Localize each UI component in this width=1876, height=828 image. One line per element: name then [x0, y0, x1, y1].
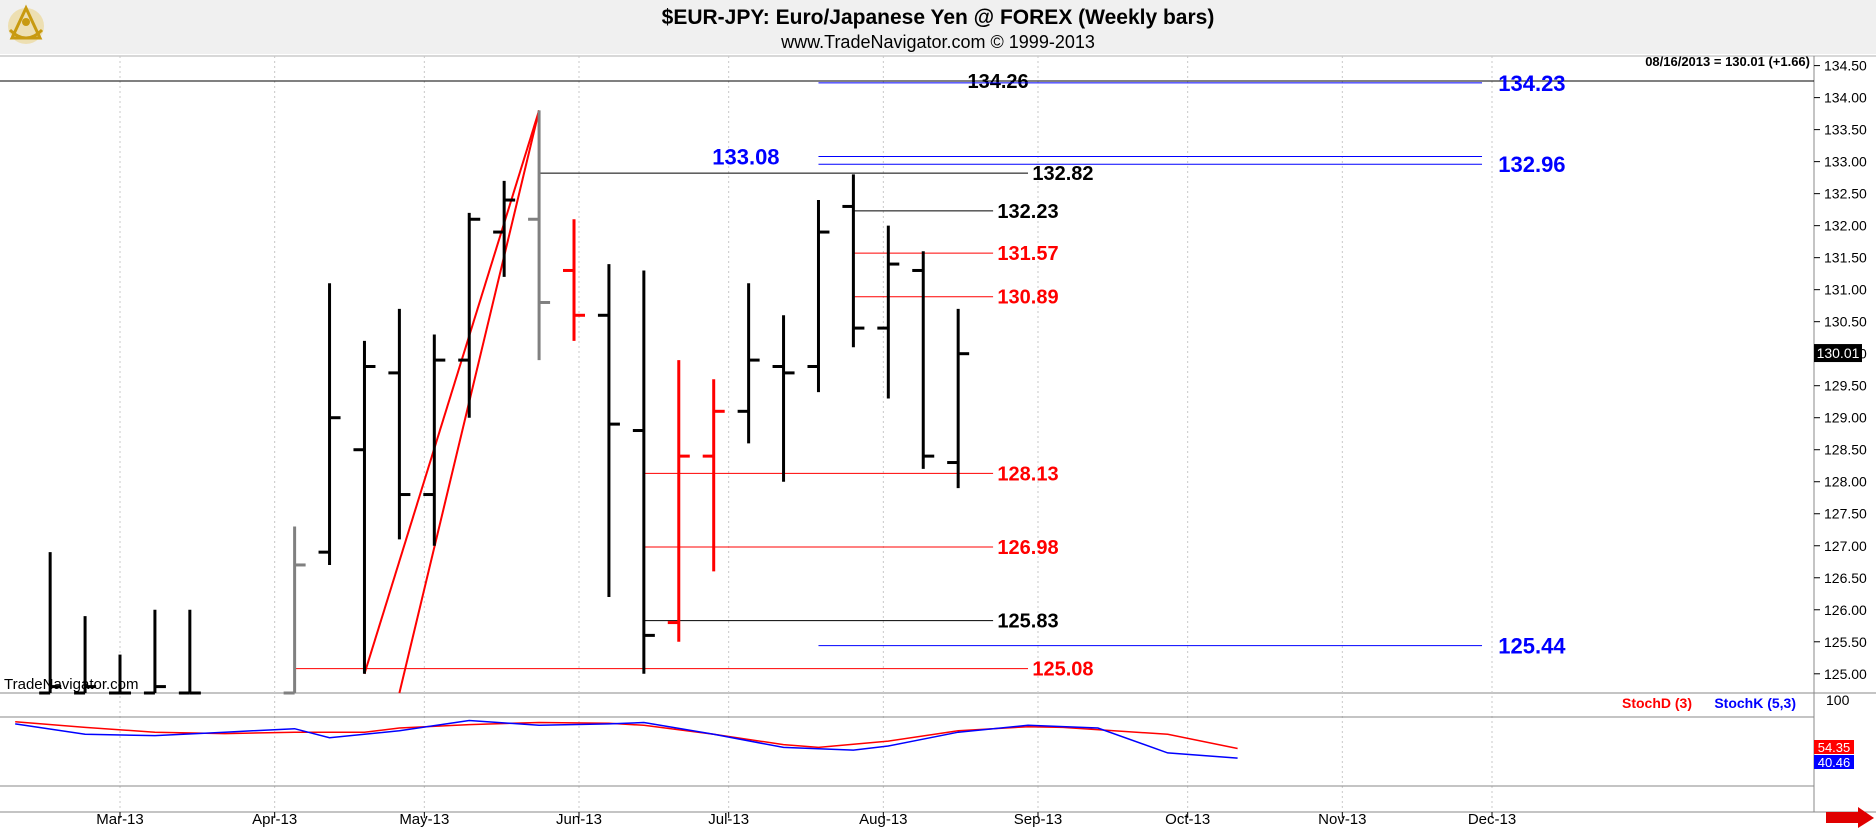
- y-tick-label: 129.00: [1824, 410, 1867, 426]
- y-tick-label: 129.50: [1824, 378, 1867, 394]
- x-tick-label: May-13: [399, 811, 449, 828]
- y-tick-label: 130.50: [1824, 314, 1867, 330]
- trendlines: [363, 110, 541, 694]
- current-price-box: [1814, 344, 1862, 363]
- y-tick-label: 134.50: [1824, 58, 1867, 74]
- ohlc-bar-2013-03-08: [143, 609, 166, 695]
- x-tick-label: Sep-13: [1014, 811, 1062, 828]
- ohlc-bar-2013-03-01: [109, 654, 131, 695]
- y-tick-label: 126.50: [1824, 570, 1867, 586]
- ohlc-bar-2013-07-12: [772, 315, 795, 482]
- trendline: [363, 110, 541, 675]
- ohlc-bar-2013-07-05: [737, 283, 760, 444]
- ohlc-bar-2013-05-03: [423, 334, 446, 546]
- ohlc-bar-2013-05-24: [528, 110, 551, 361]
- x-tick-label: Dec-13: [1468, 811, 1516, 828]
- y-tick-label: 125.50: [1824, 634, 1867, 650]
- sextant-logo-icon: [8, 4, 44, 44]
- ohlc-bar-2013-02-15: [39, 552, 62, 695]
- header-band: [0, 0, 1876, 54]
- y-tick-label: 125.00: [1824, 666, 1867, 682]
- ohlc-bar-2013-08-09: [912, 251, 935, 469]
- x-tick-label: Jun-13: [556, 811, 602, 828]
- stoch-line-red: [15, 721, 1238, 750]
- y-tick-label: 128.50: [1824, 442, 1867, 458]
- level-label-128.13: 128.13: [997, 463, 1058, 485]
- y-tick-label: 132.00: [1824, 218, 1867, 234]
- level-label-132.82: 132.82: [1032, 163, 1093, 185]
- ohlc-bar-2013-04-26: [388, 308, 411, 540]
- level-label-131.57: 131.57: [997, 243, 1058, 265]
- ohlc-bar-2013-07-26: [842, 174, 865, 348]
- y-tick-label: 133.50: [1824, 122, 1867, 138]
- ohlc-bar-2013-07-19: [807, 200, 830, 393]
- stoch-value-label: 54.35: [1818, 740, 1851, 755]
- y-tick-label: 131.00: [1824, 282, 1867, 298]
- x-tick-label: Aug-13: [859, 811, 907, 828]
- level-label-125.44: 125.44: [1498, 634, 1566, 659]
- x-tick-label: Nov-13: [1318, 811, 1366, 828]
- ohlc-bar-2013-05-31: [563, 219, 586, 341]
- ohlc-bar-2013-05-10: [458, 212, 481, 418]
- level-label-126.98: 126.98: [997, 537, 1058, 559]
- level-label-132.96: 132.96: [1498, 152, 1565, 177]
- y-tick-label: 132.50: [1824, 186, 1867, 202]
- ohlc-bar-2013-04-19: [353, 340, 376, 674]
- ohlc-bar-2013-06-07: [597, 264, 620, 597]
- stoch-tick-100: 100: [1826, 692, 1850, 708]
- ohlc-bar-2013-04-12: [318, 283, 341, 565]
- ohlc-bar-2013-04-05: [283, 526, 306, 695]
- price-axis-ticks: 125.00 125.50 126.00 126.50 127.00 127.50 128.…: [1814, 58, 1867, 682]
- level-label-134.26: 134.26: [967, 71, 1028, 93]
- level-label-133.08: 133.08: [712, 145, 779, 170]
- ohlc-bar-2013-05-17: [493, 180, 516, 277]
- x-tick-label: Apr-13: [252, 811, 297, 828]
- stoch-value-box: [1814, 740, 1854, 754]
- y-tick-label: 134.00: [1824, 90, 1867, 106]
- ohlc-bar-2013-06-14: [632, 270, 655, 674]
- stochk-legend: StochK (5,3): [1714, 695, 1796, 711]
- x-tick-label: Mar-13: [96, 811, 144, 828]
- y-tick-label: 127.50: [1824, 506, 1867, 522]
- last-price-status: 08/16/2013 = 130.01 (+1.66): [1645, 54, 1810, 69]
- vertical-gridlines: [119, 56, 1493, 812]
- level-label-132.23: 132.23: [997, 201, 1058, 223]
- stochd-legend: StochD (3): [1622, 695, 1692, 711]
- chart-subtitle: www.TradeNavigator.com © 1999-2013: [780, 32, 1095, 52]
- ohlc-bar-2013-06-28: [702, 379, 725, 572]
- ohlc-bar-2013-02-22: [74, 616, 97, 695]
- ohlc-bars: [39, 110, 970, 695]
- ohlc-bar-2013-08-16: [947, 308, 970, 489]
- stoch-line-blue: [15, 719, 1238, 759]
- level-label-130.89: 130.89: [997, 287, 1058, 309]
- ohlc-bar-2013-08-02: [877, 225, 900, 399]
- y-tick-label: 133.00: [1824, 154, 1867, 170]
- ohlc-bar-2013-03-15: [178, 609, 201, 695]
- chart-title: $EUR-JPY: Euro/Japanese Yen @ FOREX (Wee…: [662, 6, 1215, 29]
- red-right-arrow-icon[interactable]: [1826, 807, 1874, 828]
- current-price-label: 130.01: [1817, 345, 1860, 361]
- level-label-125.83: 125.83: [997, 611, 1058, 633]
- price-levels: 134.26 134.23 133.08 132.96 132.82 132.23 131.…: [0, 71, 1814, 681]
- stoch-value-box: [1814, 755, 1854, 769]
- x-tick-label: Jul-13: [708, 811, 749, 828]
- level-label-134.23: 134.23: [1498, 71, 1565, 96]
- x-tick-label: Oct-13: [1165, 811, 1210, 828]
- y-tick-label: 128.00: [1824, 474, 1867, 490]
- stoch-value-label: 40.46: [1818, 755, 1851, 770]
- y-tick-label: 127.00: [1824, 538, 1867, 554]
- ohlc-bar-2013-06-21: [667, 360, 690, 642]
- time-axis-labels: Mar-13 Apr-13 May-13 Jun-13 Jul-13 Aug-13 Sep-…: [96, 811, 1516, 828]
- y-tick-label: 131.50: [1824, 250, 1867, 266]
- watermark-text: TradeNavigator.com: [4, 676, 139, 693]
- level-label-125.08: 125.08: [1032, 659, 1093, 681]
- y-tick-label: 126.00: [1824, 602, 1867, 618]
